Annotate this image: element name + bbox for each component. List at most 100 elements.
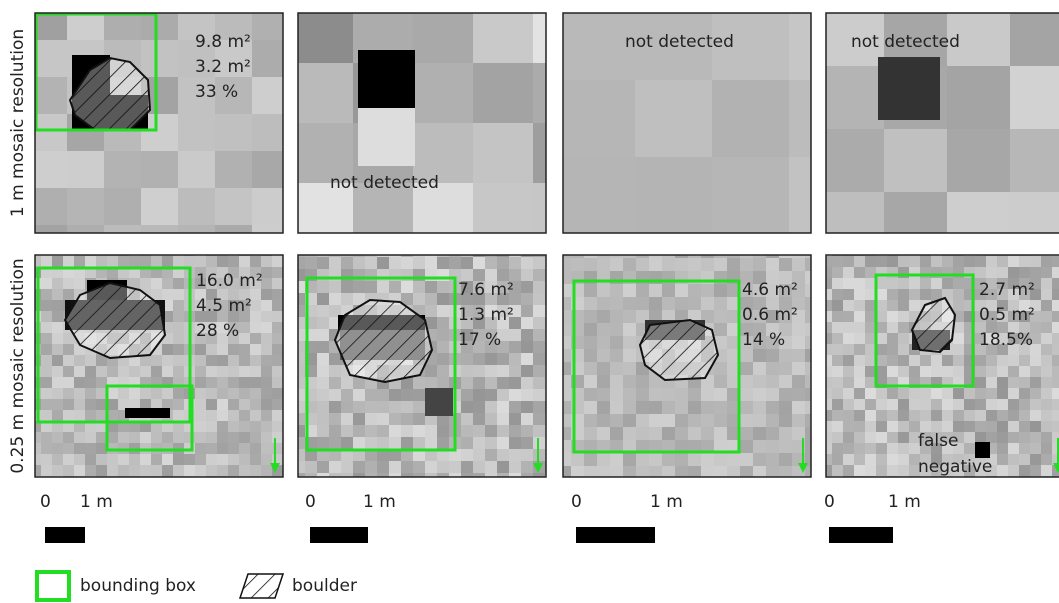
pixel: [67, 3, 105, 41]
pixel: [215, 188, 253, 226]
pixel: [675, 297, 689, 311]
pixel: [997, 399, 1009, 411]
pixel: [52, 377, 64, 389]
pixel: [779, 258, 793, 272]
pixel: [329, 353, 342, 366]
pixel: [389, 257, 402, 270]
pixel: [67, 151, 105, 189]
pixel: [701, 245, 715, 259]
pixel: [1019, 421, 1031, 433]
pixel: [107, 366, 119, 378]
pixel: [365, 473, 378, 486]
pixel: [1010, 192, 1059, 256]
scale-zero: 0: [305, 492, 316, 512]
pixel: [252, 114, 290, 152]
pixel: [293, 449, 306, 462]
pixel: [195, 410, 207, 422]
pixel: [461, 425, 474, 438]
pixel: [341, 401, 354, 414]
pixel: [353, 413, 366, 426]
pixel: [521, 449, 534, 462]
pixel: [239, 355, 251, 367]
pixel: [766, 362, 780, 376]
pixel: [1052, 322, 1059, 334]
pixel: [975, 355, 987, 367]
pixel: [1052, 388, 1059, 400]
pixel: [662, 414, 676, 428]
pixel: [141, 188, 179, 226]
pixel: [473, 63, 534, 124]
pixel: [740, 440, 754, 454]
pixel: [843, 311, 855, 323]
pixel: [250, 344, 262, 356]
pixel: [389, 473, 402, 486]
pixel: [887, 388, 899, 400]
pixel: [401, 425, 414, 438]
pixel: [250, 377, 262, 389]
pixel: [377, 401, 390, 414]
pixel: [662, 388, 676, 402]
pixel: [41, 366, 53, 378]
pixel: [353, 401, 366, 414]
pixel: [865, 454, 877, 466]
pixel: [727, 245, 741, 259]
pixel: [1052, 311, 1059, 323]
pixel: [317, 461, 330, 474]
pixel: [252, 77, 290, 115]
pixel: [1008, 410, 1020, 422]
pixel: [558, 336, 572, 350]
pixel: [1052, 366, 1059, 378]
pixel: [1008, 443, 1020, 455]
pixel: [85, 256, 97, 268]
pixel: [740, 245, 754, 259]
pixel: [1008, 377, 1020, 389]
pixel: [250, 322, 262, 334]
pixel: [753, 245, 767, 259]
pixel: [832, 278, 844, 290]
scale-bar: [829, 527, 893, 543]
pixel: [217, 355, 229, 367]
pixel: [623, 388, 637, 402]
pixel: [329, 401, 342, 414]
pixel: [509, 389, 522, 402]
pixel: [533, 305, 546, 318]
pixel: [854, 278, 866, 290]
pixel: [1008, 465, 1020, 477]
pixel: [533, 425, 546, 438]
pixel: [898, 289, 910, 301]
pixel: [497, 413, 510, 426]
pixel: [305, 257, 318, 270]
pixel: [365, 389, 378, 402]
pixel: [63, 278, 75, 290]
pixel: [239, 388, 251, 400]
pixel: [533, 269, 546, 282]
pixel: [712, 157, 790, 235]
pixel: [997, 366, 1009, 378]
pixel: [140, 355, 152, 367]
pixel: [843, 278, 855, 290]
pixel: [792, 401, 806, 415]
pixel: [854, 267, 866, 279]
pixel: [779, 375, 793, 389]
scale-unit: 1 m: [650, 492, 683, 512]
pixel: [425, 425, 438, 438]
pixel: [261, 278, 273, 290]
pixel: [636, 401, 650, 415]
pixel: [854, 311, 866, 323]
pixel: [740, 453, 754, 467]
pixel: [832, 267, 844, 279]
pixel: [437, 473, 450, 486]
pixel: [854, 344, 866, 356]
pixel: [779, 362, 793, 376]
pixel: [779, 440, 793, 454]
pixel: [239, 377, 251, 389]
pixel: [140, 465, 152, 477]
scale-bar: [45, 527, 85, 543]
pixel: [173, 278, 185, 290]
pixel: [401, 437, 414, 450]
legend-label: bounding box: [80, 576, 196, 596]
pixel: [876, 410, 888, 422]
pixel: [485, 401, 498, 414]
pixel: [293, 353, 306, 366]
pixel: [964, 432, 976, 444]
